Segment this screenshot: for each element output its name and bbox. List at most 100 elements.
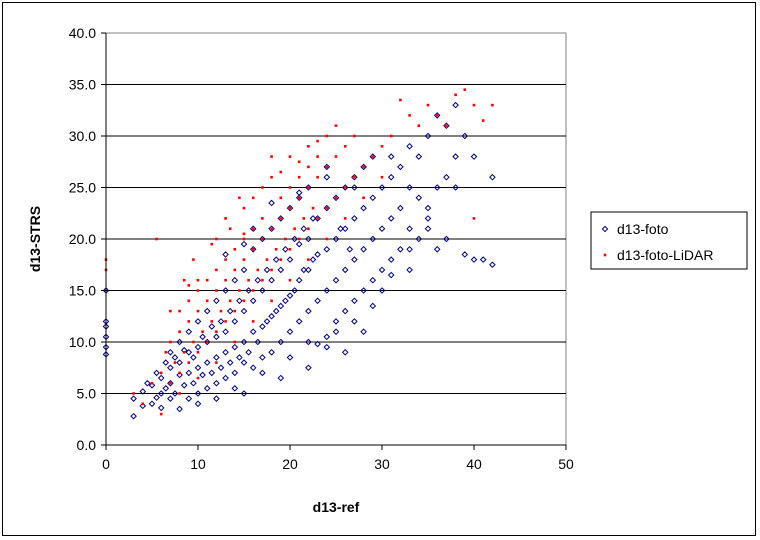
data-point-d13-foto [222,287,229,294]
data-point-d13-foto-lidar [238,289,241,292]
data-point-d13-foto [167,395,174,402]
data-point-d13-foto [369,153,377,160]
data-point-d13-foto-lidar [228,227,232,230]
data-point-d13-foto [176,405,183,413]
data-point-d13-foto-lidar [261,237,264,241]
data-point-d13-foto [268,348,275,356]
data-point-d13-foto-lidar [426,103,430,107]
data-point-d13-foto [332,235,340,243]
data-point-d13-foto-lidar [169,340,172,344]
data-point-d13-foto [286,328,294,336]
data-point-d13-foto [286,354,294,361]
data-point-d13-foto [443,235,450,243]
data-point-d13-foto-lidar [155,237,158,241]
data-point-d13-foto-lidar [270,175,273,179]
data-point-d13-foto [433,245,441,253]
data-point-d13-foto [433,112,441,119]
data-point-d13-foto [309,256,317,263]
data-point-d13-foto [286,204,294,212]
y-tick-label: 0.0 [77,437,97,453]
data-point-d13-foto-lidar [242,237,246,241]
data-point-d13-foto-lidar [224,320,227,323]
data-point-d13-foto [337,225,344,233]
legend-label-d13-foto-lidar: d13-foto-LiDAR [617,247,714,263]
data-point-d13-foto [369,235,377,243]
tick-labels: 0 10 20 30 40 50 0.0 5.0 10.0 15.0 20.0 25.0 30.0 35.… [69,25,574,472]
data-point-d13-foto-lidar [187,361,191,364]
data-point-d13-foto-lidar [215,268,218,272]
data-point-d13-foto-lidar [389,134,393,138]
data-point-d13-foto [415,194,423,202]
x-tick-label: 30 [374,456,390,472]
data-point-d13-foto [130,412,137,420]
data-point-d13-foto [351,297,358,305]
data-point-d13-foto [489,173,496,181]
data-point-d13-foto [185,328,193,336]
data-point-d13-foto [360,163,367,171]
data-point-d13-foto-lidar [325,134,329,138]
data-point-d13-foto [346,245,354,253]
data-point-d13-foto [185,395,193,402]
data-point-d13-foto-lidar [205,299,209,303]
data-point-d13-foto [387,271,395,279]
data-point-d13-foto [314,215,321,222]
data-point-d13-foto-lidar [343,145,347,148]
data-point-d13-foto [415,235,423,243]
data-point-d13-foto [424,132,432,140]
data-point-d13-foto [341,307,349,315]
data-point-d13-foto [461,132,469,140]
data-point-d13-foto [144,379,151,387]
data-point-d13-foto-lidar [362,196,365,200]
data-point-d13-foto [268,199,275,207]
data-point-d13-foto [203,385,211,392]
data-point-d13-foto-lidar [233,309,237,313]
data-point-d13-foto [268,276,275,284]
data-point-d13-foto [295,318,303,325]
data-point-d13-foto [360,328,367,336]
data-point-d13-foto-lidar [178,309,181,313]
data-point-d13-foto [231,318,239,325]
series-d13-foto-lidar [104,88,494,416]
data-point-d13-foto [305,184,312,191]
data-point-d13-foto [272,307,280,315]
data-point-d13-foto [222,374,229,382]
data-point-d13-foto-lidar [196,376,200,380]
data-point-d13-foto-lidar [293,227,296,230]
data-point-d13-foto-lidar [435,114,439,117]
data-point-d13-foto [341,266,349,274]
data-point-d13-foto [222,328,229,336]
data-point-d13-foto [305,266,312,274]
data-point-d13-foto [305,364,312,372]
data-point-d13-foto [300,266,308,274]
data-point-d13-foto [351,318,358,325]
data-point-d13-foto [351,256,358,263]
data-point-d13-foto [406,225,413,233]
data-point-d13-foto-lidar [307,227,310,230]
data-point-d13-foto-lidar [307,186,310,189]
data-point-d13-foto [190,354,197,361]
data-point-d13-foto-lidar [445,124,448,127]
data-point-d13-foto-lidar [288,155,292,158]
data-point-d13-foto [180,381,188,389]
data-point-d13-foto-lidar [288,206,292,210]
data-point-d13-foto-lidar [224,217,227,220]
data-point-d13-foto [263,318,271,325]
data-point-d13-foto-lidar [210,320,214,323]
data-point-d13-foto [231,276,239,284]
data-point-d13-foto [406,266,413,274]
data-point-d13-foto-lidar [251,196,255,200]
data-point-d13-foto [254,338,262,346]
y-tick-label: 10.0 [69,334,96,350]
data-point-d13-foto-lidar [178,392,181,395]
data-point-d13-foto [194,318,202,325]
data-point-d13-foto-lidar [187,299,191,303]
data-point-d13-foto [268,225,275,233]
data-point-d13-foto [397,163,404,171]
data-point-d13-foto [185,348,193,356]
data-point-d13-foto-lidar [270,155,273,158]
data-point-d13-foto [452,153,459,160]
data-point-d13-foto-lidar [334,155,338,158]
data-point-d13-foto [332,276,340,284]
data-point-d13-foto [139,402,147,410]
data-point-d13-foto [406,142,413,150]
